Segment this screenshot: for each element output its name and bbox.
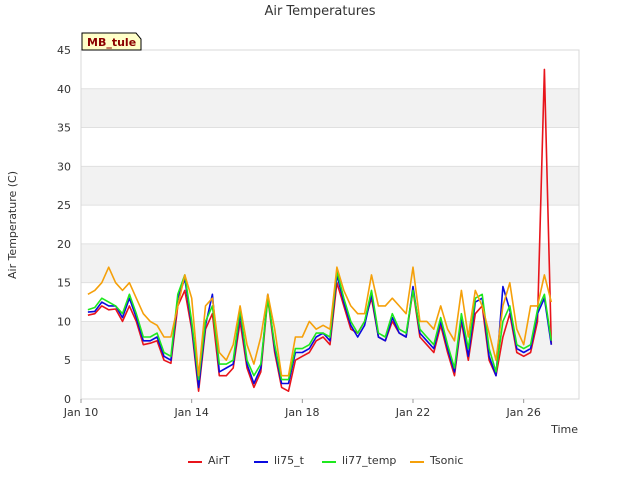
legend: AirT li75_t li77_temp Tsonic xyxy=(188,454,463,467)
site-badge: MB_tule xyxy=(81,32,142,51)
x-tick-label: Jan 18 xyxy=(284,406,319,419)
site-badge-shape xyxy=(81,32,142,51)
grid-band xyxy=(81,166,579,206)
x-axis-ticks: Jan 10 Jan 14 Jan 18 Jan 22 Jan 26 xyxy=(63,399,541,419)
y-axis-label: Air Temperature (C) xyxy=(6,171,19,279)
plot-border xyxy=(80,49,580,400)
series-line-li77_temp xyxy=(87,270,553,381)
series-lines xyxy=(87,68,553,392)
y-axis-ticks: 0 5 10 15 20 25 30 35 40 45 xyxy=(57,44,71,406)
y-tick-label: 40 xyxy=(57,83,71,96)
series-line-airt xyxy=(87,68,553,392)
y-tick-label: 45 xyxy=(57,44,71,57)
series-line-tsonic xyxy=(87,266,553,377)
y-tick-label: 5 xyxy=(64,354,71,367)
x-tick-label: Jan 26 xyxy=(505,406,540,419)
y-tick-label: 35 xyxy=(57,122,71,135)
legend-label: li77_temp xyxy=(342,454,396,467)
site-badge-label: MB_tule xyxy=(87,36,136,49)
y-tick-label: 20 xyxy=(57,238,71,251)
legend-label: li75_t xyxy=(274,454,305,467)
legend-label: AirT xyxy=(208,454,230,467)
grid-band xyxy=(81,88,579,128)
x-axis-label: Time xyxy=(550,423,578,436)
chart-title: Air Temperatures xyxy=(264,4,375,19)
y-tick-label: 15 xyxy=(57,277,71,290)
x-tick-label: Jan 10 xyxy=(63,406,98,419)
legend-label: Tsonic xyxy=(429,454,463,467)
y-tick-label: 0 xyxy=(64,393,71,406)
grid-band xyxy=(81,243,579,283)
grid-lines xyxy=(80,49,580,400)
y-tick-label: 30 xyxy=(57,160,71,173)
plot-background xyxy=(81,50,579,399)
x-tick-label: Jan 14 xyxy=(173,406,208,419)
y-tick-label: 10 xyxy=(57,315,71,328)
x-tick-label: Jan 22 xyxy=(395,406,430,419)
y-tick-label: 25 xyxy=(57,199,71,212)
